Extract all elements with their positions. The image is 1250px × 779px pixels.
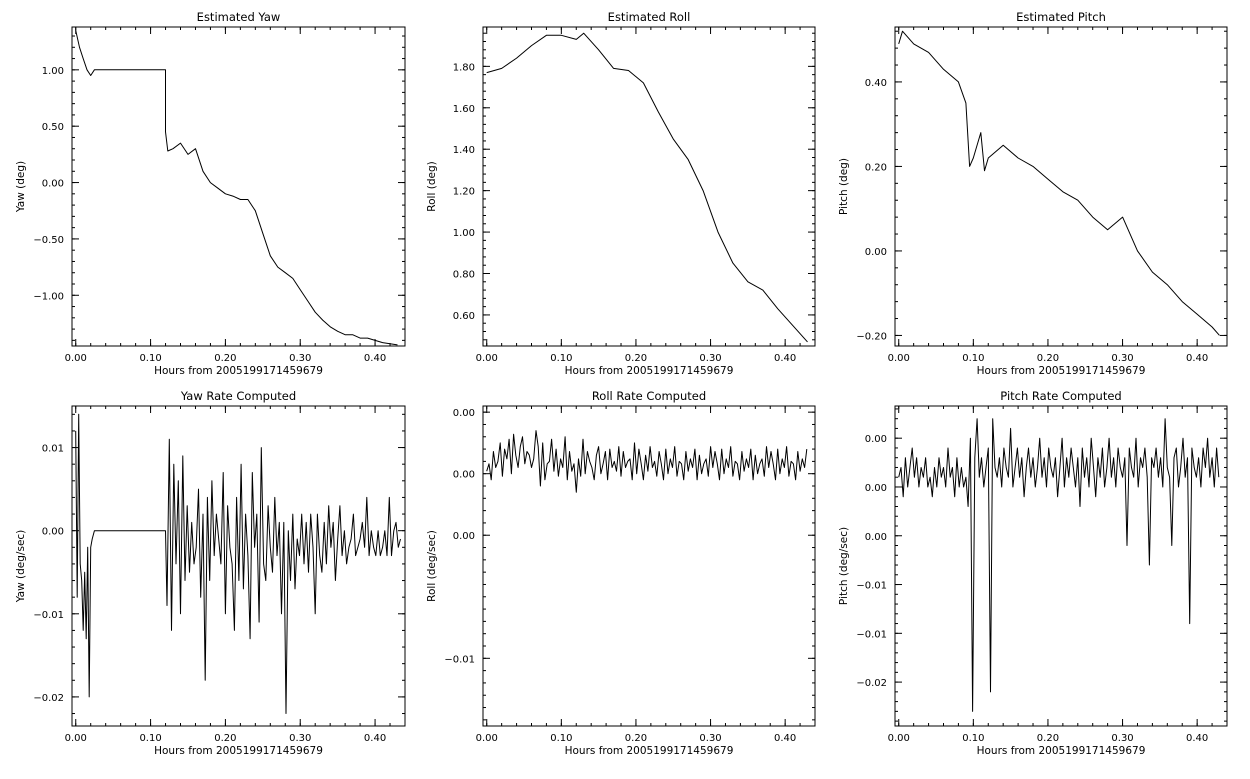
y-tick-label: −0.02: [856, 678, 887, 689]
x-tick-label: 0.30: [1111, 353, 1133, 364]
plot-frame: [71, 405, 406, 727]
y-tick-label: 0.00: [865, 483, 887, 494]
x-tick-label: 0.30: [1111, 733, 1133, 744]
y-tick-label: 0.00: [42, 179, 64, 190]
x-tick-label: 0.40: [364, 733, 386, 744]
x-tick-label: 0.00: [888, 733, 910, 744]
y-axis-label: Pitch (deg/sec): [838, 527, 850, 605]
x-tick-label: 0.30: [289, 353, 311, 364]
y-tick-label: −0.01: [856, 629, 887, 640]
series-line-0: [898, 418, 1220, 712]
x-tick-label: 0.10: [550, 733, 572, 744]
x-tick-label: 0.20: [1037, 733, 1059, 744]
chart-title: Roll Rate Computed: [592, 389, 706, 403]
x-tick-label: 0.40: [774, 353, 796, 364]
x-tick-label: 0.10: [139, 733, 161, 744]
chart-title: Estimated Pitch: [1016, 10, 1106, 24]
y-tick-label: 0.00: [453, 408, 475, 419]
y-tick-label: 0.00: [42, 527, 64, 538]
x-tick-label: 0.00: [476, 353, 498, 364]
panel-3: 0.00 0.10 0.20 0.30 0.40 0.01 0.00 −0.01 −0.02 Ya…: [15, 389, 406, 757]
plot-frame: [71, 26, 406, 347]
x-tick-label: 0.20: [1037, 353, 1059, 364]
x-axis-label: Hours from 2005199171459679: [565, 365, 734, 377]
chart-title: Estimated Yaw: [197, 10, 281, 24]
x-tick-label: 0.00: [476, 733, 498, 744]
x-tick-label: 0.20: [214, 353, 236, 364]
y-tick-label: −0.02: [33, 693, 64, 704]
series-line-0: [486, 430, 808, 493]
plot-frame: [482, 405, 816, 727]
x-tick-label: 0.30: [699, 733, 721, 744]
series-line-0: [75, 30, 398, 346]
y-tick-label: 0.00: [453, 470, 475, 481]
y-tick-label: −0.01: [856, 581, 887, 592]
x-tick-label: 0.20: [625, 353, 647, 364]
y-tick-label: −0.01: [444, 654, 475, 665]
y-axis-label: Roll (deg/sec): [426, 530, 438, 602]
x-tick-label: 0.40: [364, 353, 386, 364]
y-tick-label: 0.80: [453, 270, 475, 281]
plot-frame: [894, 405, 1228, 727]
y-tick-label: 0.60: [453, 311, 475, 322]
y-tick-label: 0.20: [865, 162, 887, 173]
panel-4: 0.00 0.10 0.20 0.30 0.40 0.00 0.00 0.00 −0.01 Rol…: [426, 389, 816, 757]
chart-title: Estimated Roll: [608, 10, 691, 24]
y-axis-label: Yaw (deg): [15, 161, 27, 213]
series-line-0: [75, 413, 401, 714]
y-tick-label: 1.60: [453, 104, 475, 115]
x-tick-label: 0.40: [1186, 353, 1208, 364]
plot-frame: [894, 26, 1228, 347]
y-tick-label: 0.00: [865, 247, 887, 258]
y-tick-label: −0.01: [33, 610, 64, 621]
y-tick-label: 1.20: [453, 187, 475, 198]
x-axis-label: Hours from 2005199171459679: [977, 745, 1146, 757]
x-tick-label: 0.20: [214, 733, 236, 744]
panel-2: 0.00 0.10 0.20 0.30 0.400.400.200.00−0.20Est…: [838, 10, 1228, 377]
y-tick-label: 0.01: [42, 444, 64, 455]
x-tick-label: 0.00: [888, 353, 910, 364]
y-tick-label: 1.00: [42, 66, 64, 77]
x-tick-label: 0.00: [65, 353, 87, 364]
x-tick-label: 0.40: [774, 733, 796, 744]
y-tick-label: 1.00: [453, 228, 475, 239]
x-tick-label: 0.30: [289, 733, 311, 744]
chart-title: Pitch Rate Computed: [1000, 389, 1121, 403]
chart-title: Yaw Rate Computed: [180, 389, 296, 403]
x-tick-label: 0.00: [65, 733, 87, 744]
y-tick-label: 0.40: [865, 78, 887, 89]
x-tick-label: 0.20: [625, 733, 647, 744]
y-tick-label: 0.50: [42, 122, 64, 133]
x-tick-label: 0.30: [699, 353, 721, 364]
y-tick-label: 0.00: [865, 532, 887, 543]
plot-frame: [482, 26, 816, 347]
x-axis-label: Hours from 2005199171459679: [154, 365, 323, 377]
x-axis-label: Hours from 2005199171459679: [977, 365, 1146, 377]
panel-0: 0.00 0.10 0.20 0.30 0.40 1.00 0.50 0.00 −0.50 −1.…: [15, 10, 406, 377]
y-axis-label: Roll (deg): [426, 161, 438, 211]
y-tick-label: 1.80: [453, 62, 475, 73]
x-axis-label: Hours from 2005199171459679: [154, 745, 323, 757]
x-tick-label: 0.40: [1186, 733, 1208, 744]
x-tick-label: 0.10: [139, 353, 161, 364]
y-tick-label: 0.00: [453, 531, 475, 542]
y-tick-label: −1.00: [33, 291, 64, 302]
x-tick-label: 0.10: [962, 733, 984, 744]
panel-5: 0.00 0.10 0.20 0.30 0.40 0.00 0.00 0.00 −0.01 −0.…: [838, 389, 1228, 757]
y-tick-label: −0.50: [33, 235, 64, 246]
x-tick-label: 0.10: [550, 353, 572, 364]
series-line-0: [898, 30, 1220, 336]
series-line-0: [486, 32, 808, 343]
y-axis-label: Yaw (deg/sec): [15, 530, 27, 604]
y-tick-label: 1.40: [453, 145, 475, 156]
y-tick-label: 0.00: [865, 434, 887, 445]
y-axis-label: Pitch (deg): [838, 158, 850, 215]
x-axis-label: Hours from 2005199171459679: [565, 745, 734, 757]
y-tick-label: −0.20: [856, 331, 887, 342]
x-tick-label: 0.10: [962, 353, 984, 364]
panel-1: 0.00 0.10 0.20 0.30 0.40 1.80 1.60 1.40 1.20 1.00…: [426, 10, 816, 377]
